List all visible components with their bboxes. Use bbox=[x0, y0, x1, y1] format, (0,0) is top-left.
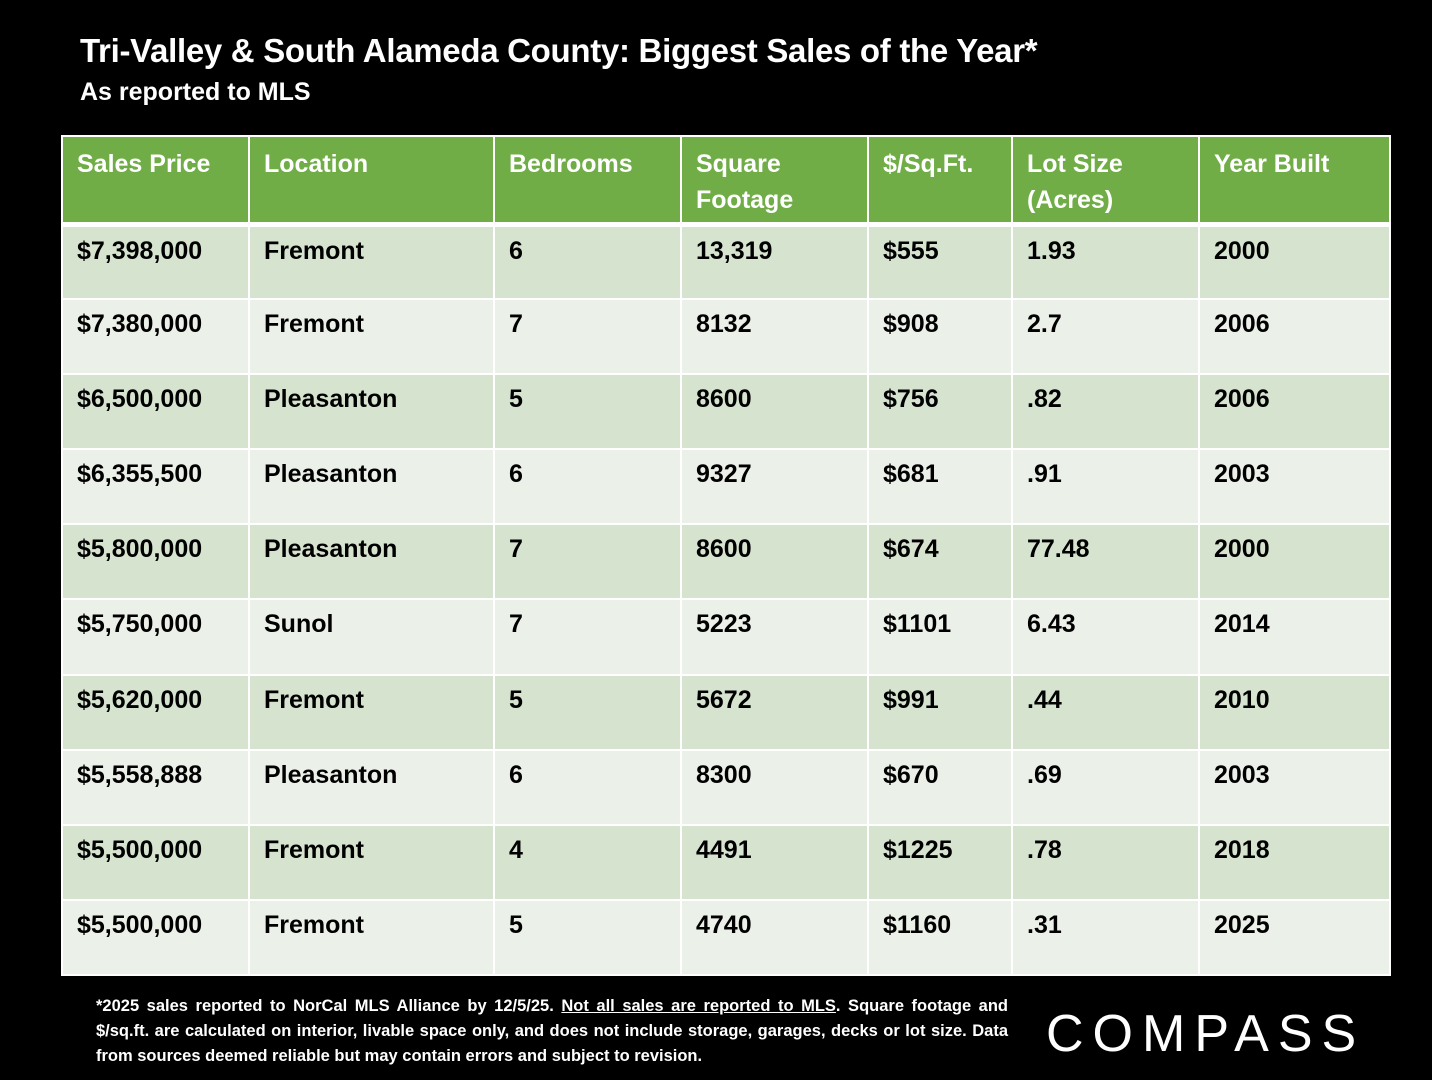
cell-square-footage: 13,319 bbox=[680, 222, 869, 301]
cell-bedrooms: 5 bbox=[493, 673, 682, 751]
column-header-lot-size: Lot Size (Acres) bbox=[1011, 135, 1200, 227]
column-header-location: Location bbox=[248, 135, 495, 227]
compass-logo: COMPASS bbox=[1046, 1005, 1366, 1063]
cell-location: Pleasanton bbox=[248, 373, 495, 451]
table-row: $5,500,000 Fremont 5 4740 $1160.31 2025 bbox=[61, 898, 1391, 977]
cell-lot-size: .69 bbox=[1011, 748, 1200, 826]
cell-bedrooms: 7 bbox=[493, 298, 682, 376]
table-row: $5,500,000 Fremont 4 4491 $1225.78 2018 bbox=[61, 823, 1391, 901]
footnote-text-continued: . Square footage and $/sq.ft. are calcul… bbox=[96, 997, 1009, 1065]
cell-sales-price: $5,558,888 bbox=[61, 748, 250, 826]
cell-price-per-sqft: $1160 bbox=[867, 898, 1013, 977]
table-body: $7,398,000 Fremont 6 13,319 $555 1.93 2000 $7,3… bbox=[61, 222, 1391, 977]
cell-sales-price: $5,500,000 bbox=[61, 823, 250, 901]
cell-year-built: 2003 bbox=[1198, 448, 1391, 526]
column-header-square-footage: Square Footage bbox=[680, 135, 869, 227]
cell-sales-price: $5,750,000 bbox=[61, 598, 250, 676]
cell-sales-price: $5,500,000 bbox=[61, 898, 250, 977]
cell-bedrooms: 4 bbox=[493, 823, 682, 901]
cell-price-per-sqft: $1101 bbox=[867, 598, 1013, 676]
cell-location: Fremont bbox=[248, 222, 495, 301]
table-row: $5,750,000 Sunol 7 5223 $1101 6.43 2014 bbox=[61, 598, 1391, 676]
cell-location: Sunol bbox=[248, 598, 495, 676]
column-header-bedrooms: Bedrooms bbox=[493, 135, 682, 227]
cell-bedrooms: 7 bbox=[493, 598, 682, 676]
cell-year-built: 2025 bbox=[1198, 898, 1391, 977]
cell-bedrooms: 7 bbox=[493, 523, 682, 601]
sales-table: Sales Price Location Bedrooms Square Footag… bbox=[61, 135, 1391, 977]
cell-bedrooms: 5 bbox=[493, 373, 682, 451]
cell-lot-size: 77.48 bbox=[1011, 523, 1200, 601]
cell-year-built: 2000 bbox=[1198, 523, 1391, 601]
table-row: $5,800,000 Pleasanton 7 8600 $674 77.48 2000 bbox=[61, 523, 1391, 601]
cell-square-footage: 8132 bbox=[680, 298, 869, 376]
cell-square-footage: 9327 bbox=[680, 448, 869, 526]
cell-price-per-sqft: $908 bbox=[867, 298, 1013, 376]
table-row: $7,380,000 Fremont 7 8132 $908 2.7 2006 bbox=[61, 298, 1391, 376]
cell-year-built: 2003 bbox=[1198, 748, 1391, 826]
cell-price-per-sqft: $756 bbox=[867, 373, 1013, 451]
cell-lot-size: .31 bbox=[1011, 898, 1200, 977]
cell-location: Fremont bbox=[248, 673, 495, 751]
cell-sales-price: $5,800,000 bbox=[61, 523, 250, 601]
cell-bedrooms: 5 bbox=[493, 898, 682, 977]
cell-lot-size: 6.43 bbox=[1011, 598, 1200, 676]
cell-sales-price: $6,500,000 bbox=[61, 373, 250, 451]
cell-bedrooms: 6 bbox=[493, 748, 682, 826]
cell-lot-size: .44 bbox=[1011, 673, 1200, 751]
cell-year-built: 2010 bbox=[1198, 673, 1391, 751]
column-header-price-per-sqft: $/Sq.Ft. bbox=[867, 135, 1013, 227]
cell-square-footage: 8600 bbox=[680, 523, 869, 601]
table-row: $6,355,500 Pleasanton 6 9327 $681.91 2003 bbox=[61, 448, 1391, 526]
cell-lot-size: .78 bbox=[1011, 823, 1200, 901]
table-row: $5,620,000 Fremont 5 5672 $991.44 2010 bbox=[61, 673, 1391, 751]
cell-sales-price: $7,380,000 bbox=[61, 298, 250, 376]
footnote-underlined: Not all sales are reported to MLS bbox=[561, 997, 836, 1015]
cell-square-footage: 5223 bbox=[680, 598, 869, 676]
table-row: $6,500,000 Pleasanton 5 8600 $756.82 2006 bbox=[61, 373, 1391, 451]
cell-location: Pleasanton bbox=[248, 523, 495, 601]
column-header-sales-price: Sales Price bbox=[61, 135, 250, 227]
cell-bedrooms: 6 bbox=[493, 222, 682, 301]
cell-price-per-sqft: $991 bbox=[867, 673, 1013, 751]
cell-year-built: 2006 bbox=[1198, 298, 1391, 376]
cell-square-footage: 8300 bbox=[680, 748, 869, 826]
cell-square-footage: 4740 bbox=[680, 898, 869, 977]
cell-square-footage: 5672 bbox=[680, 673, 869, 751]
cell-lot-size: .91 bbox=[1011, 448, 1200, 526]
cell-year-built: 2000 bbox=[1198, 222, 1391, 301]
cell-square-footage: 8600 bbox=[680, 373, 869, 451]
cell-year-built: 2014 bbox=[1198, 598, 1391, 676]
table-row: $7,398,000 Fremont 6 13,319 $555 1.93 2000 bbox=[61, 222, 1391, 301]
cell-location: Fremont bbox=[248, 823, 495, 901]
footnote-text: *2025 sales reported to NorCal MLS Allia… bbox=[96, 997, 562, 1015]
cell-year-built: 2006 bbox=[1198, 373, 1391, 451]
cell-price-per-sqft: $674 bbox=[867, 523, 1013, 601]
column-header-year-built: Year Built bbox=[1198, 135, 1391, 227]
cell-price-per-sqft: $670 bbox=[867, 748, 1013, 826]
cell-sales-price: $5,620,000 bbox=[61, 673, 250, 751]
table-row: $5,558,888 Pleasanton 6 8300 $670.69 2003 bbox=[61, 748, 1391, 826]
cell-square-footage: 4491 bbox=[680, 823, 869, 901]
cell-location: Pleasanton bbox=[248, 448, 495, 526]
cell-location: Fremont bbox=[248, 898, 495, 977]
cell-price-per-sqft: $681 bbox=[867, 448, 1013, 526]
cell-location: Pleasanton bbox=[248, 748, 495, 826]
table-header-row: Sales Price Location Bedrooms Square Footag… bbox=[61, 135, 1391, 227]
cell-lot-size: 1.93 bbox=[1011, 222, 1200, 301]
cell-bedrooms: 6 bbox=[493, 448, 682, 526]
page-title: Tri-Valley & South Alameda County: Bigge… bbox=[80, 32, 1038, 69]
cell-sales-price: $6,355,500 bbox=[61, 448, 250, 526]
footnote: *2025 sales reported to NorCal MLS Allia… bbox=[96, 994, 1008, 1069]
cell-lot-size: 2.7 bbox=[1011, 298, 1200, 376]
cell-price-per-sqft: $1225 bbox=[867, 823, 1013, 901]
cell-sales-price: $7,398,000 bbox=[61, 222, 250, 301]
cell-year-built: 2018 bbox=[1198, 823, 1391, 901]
cell-price-per-sqft: $555 bbox=[867, 222, 1013, 301]
cell-lot-size: .82 bbox=[1011, 373, 1200, 451]
cell-location: Fremont bbox=[248, 298, 495, 376]
page-subtitle: As reported to MLS bbox=[80, 78, 311, 106]
